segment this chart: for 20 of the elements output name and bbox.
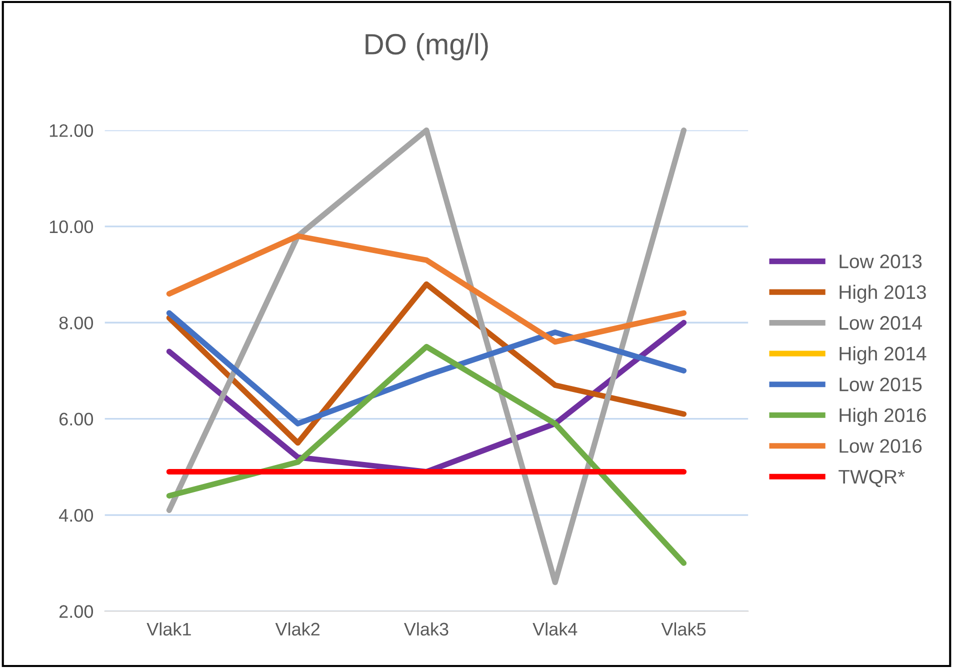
legend-label: Low 2015 [840, 378, 922, 392]
legend-label: High 2013 [840, 284, 926, 303]
legend-label: Low 2013 [840, 254, 922, 268]
y-tick-label: 12.00 [50, 124, 94, 137]
x-tick-label: Vlak1 [146, 622, 191, 636]
y-tick-label: 2.00 [59, 605, 94, 618]
chart-title: DO (mg/l) [366, 33, 488, 60]
legend-label: High 2016 [840, 408, 926, 426]
y-tick-label: 4.00 [58, 508, 94, 522]
y-tick-label: 8.00 [59, 316, 94, 330]
legend-label: Low 2014 [840, 316, 922, 330]
x-tick-label: Vlak2 [275, 622, 320, 636]
x-tick-label: Vlak3 [404, 622, 448, 636]
legend-label: TWQR* [838, 470, 905, 488]
legend-label: Low 2016 [840, 439, 922, 453]
legend-label: High 2014 [840, 346, 926, 364]
y-tick-label: 10.00 [50, 220, 94, 234]
y-tick-label: 6.00 [60, 412, 94, 426]
x-tick-label: Vlak4 [532, 622, 578, 636]
x-tick-label: Vlak5 [661, 622, 706, 636]
